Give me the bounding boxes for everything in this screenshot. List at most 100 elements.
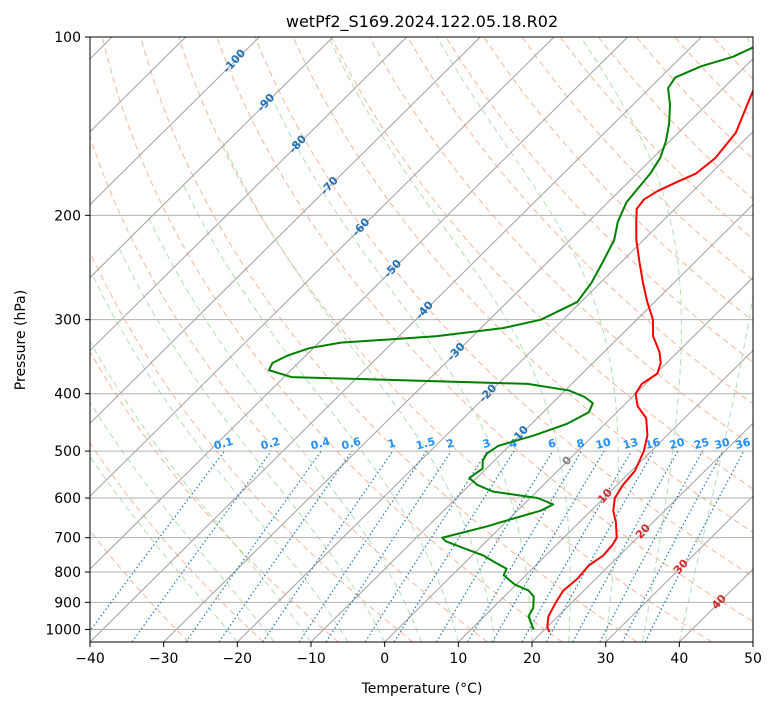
isotherm-line [678,568,753,642]
mixing-ratio-line [572,450,679,642]
dry-adiabat [750,37,753,40]
moist-adiabat [436,37,619,642]
mixing-ratio-line [521,450,633,642]
dewpoint-profile-line [267,46,753,630]
dry-adiabat [445,37,753,363]
mixing-ratio-line [435,450,554,642]
mixing-ratio-label: 20 [668,435,686,452]
moist-adiabat [181,180,459,642]
y-tick-label: 100 [54,30,81,46]
isotherm-line [90,37,408,352]
mixing-ratio-line [364,450,488,642]
x-tick-label: 20 [523,651,541,667]
x-tick-label: −30 [149,651,179,667]
background-lines [90,37,753,642]
mixing-ratio-line [262,450,394,642]
mixing-ratio-label: 3 [481,436,492,451]
mixing-ratio-label: 8 [575,436,586,451]
moist-adiabat [221,141,496,642]
moist-adiabat [678,37,753,642]
moist-adiabat [117,245,386,642]
y-axis-title: Pressure (hPa) [13,290,29,390]
mixing-ratio-label: 0.6 [340,435,363,453]
y-tick-label: 500 [54,444,81,460]
dry-adiabat [140,37,638,642]
mixing-ratio-label: 0.1 [212,435,234,453]
plot-frame [89,36,754,643]
x-tick-label: 40 [670,651,688,667]
moist-adiabat [580,37,682,642]
dry-adiabat [90,442,264,642]
y-tick-label: 200 [54,208,81,224]
dry-adiabat [90,251,414,642]
dry-adiabat [712,37,753,80]
x-tick-label: −20 [223,651,253,667]
isotherm-line [163,58,753,642]
mixing-ratio-line [90,450,225,632]
y-tick-label: 400 [54,387,81,403]
mixing-ratio-label: 16 [644,435,662,452]
isotherm-line [90,37,629,570]
x-tick-label: 50 [744,651,762,667]
dry-adiabat [90,135,488,642]
isotherm-line [90,37,334,279]
isotherm-label: -100 [220,46,248,75]
isotherm-line [90,37,481,425]
isotherm-line [752,641,753,642]
mixing-ratio-label: 36 [734,435,752,452]
isotherm-line [90,37,260,206]
mixing-ratio-line [491,450,605,642]
dry-adiabat [330,37,753,490]
dry-adiabat [101,37,563,642]
mixing-ratio-label: 13 [622,435,640,452]
y-tick-label: 300 [54,313,81,329]
isotherm-line [310,203,753,642]
dry-adiabat [216,37,753,623]
isotherm-line [236,130,753,642]
y-tick-label: 800 [54,565,81,581]
mixing-ratio-label: 0.4 [309,435,332,453]
dry-adiabat [559,37,753,241]
mixing-ratio-line [644,450,745,642]
mixing-ratio-label: 1.5 [414,435,436,453]
moist-adiabat [90,455,238,642]
mixing-ratio-label: 10 [594,435,612,452]
dry-adiabat [178,37,712,642]
dry-adiabat [292,37,753,534]
y-tick-label: 700 [54,531,81,547]
dry-adiabat [598,37,753,200]
axes: −40 −30 −20 −10 0 10 20 30 40 50 100 200 300 400 500 6 0… [45,30,762,667]
isotherm-line [605,495,753,642]
mixing-ratio-line [185,450,322,642]
moist-adiabat [90,401,275,642]
mixing-ratio-line [218,450,353,642]
isotherm-line [457,349,753,642]
moist-adiabat [147,215,422,642]
dry-adiabat [90,529,190,642]
isotherm-line [90,37,555,497]
mixing-ratio-line [466,450,582,642]
profiles [267,46,753,633]
mixing-ratio-label: 1 [386,436,397,451]
moist-adiabat [90,340,312,642]
x-tick-label: 0 [380,651,389,667]
mixing-ratio-line [599,450,704,642]
temperature-profile-line [546,88,753,633]
x-tick-label: 10 [449,651,467,667]
x-tick-label: −40 [75,651,105,667]
mixing-ratio-label: 0.2 [259,435,281,453]
moist-adiabat [328,37,571,642]
dry-adiabat [254,37,753,578]
chart-title: wetPf2_S169.2024.122.05.18.R02 [286,12,558,32]
mixing-ratio-label: 4 [508,436,519,451]
y-tick-label: 900 [54,595,81,611]
mixing-ratio-label: 6 [547,436,558,451]
mixing-ratio-line [393,450,515,642]
x-tick-label: 30 [597,651,615,667]
moist-adiabat [91,272,349,642]
moist-adiabat [269,94,533,642]
x-tick-label: −10 [296,651,326,667]
mixing-ratio-label: 2 [445,436,456,451]
mixing-ratio-line [325,450,452,642]
